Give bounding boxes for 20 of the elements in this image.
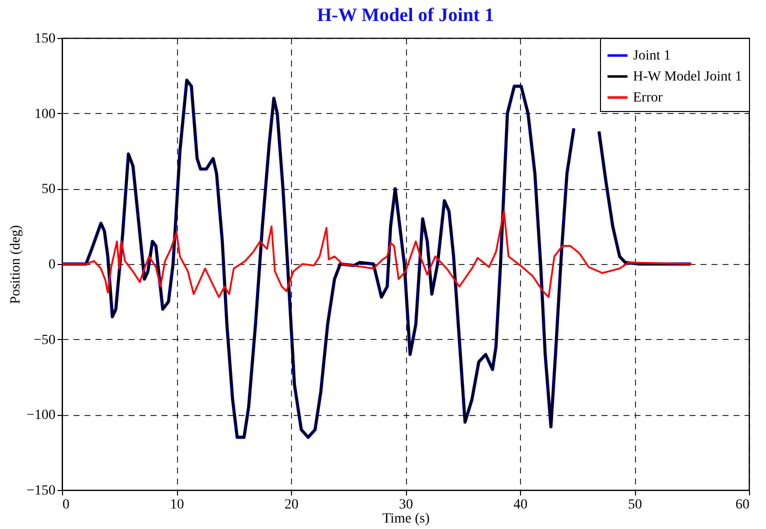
legend-label: H-W Model Joint 1	[633, 70, 742, 84]
y-tick-label: 50	[42, 182, 56, 198]
y-tick-label: −50	[34, 332, 56, 348]
x-tick-label: 40	[514, 498, 528, 512]
x-axis-title: Time (s)	[382, 512, 430, 526]
x-tick-label: 30	[399, 498, 413, 512]
x-tick-label: 0	[62, 498, 70, 512]
y-tick-label: −100	[26, 408, 56, 424]
legend-label: Error	[633, 90, 663, 106]
x-tick-label: 10	[170, 498, 184, 512]
x-tick-label: 20	[284, 498, 298, 512]
chart-title: H-W Model of Joint 1	[317, 5, 494, 26]
y-axis-title: Position (deg)	[8, 224, 24, 304]
legend-label: Joint 1	[633, 48, 671, 64]
x-tick-label: 50	[628, 498, 642, 512]
y-tick-label: 0	[48, 258, 56, 272]
y-tick-label: 100	[34, 106, 56, 122]
y-tick-label: 150	[34, 32, 56, 46]
x-tick-label: 60	[736, 498, 750, 512]
y-tick-label: −150	[26, 484, 56, 498]
